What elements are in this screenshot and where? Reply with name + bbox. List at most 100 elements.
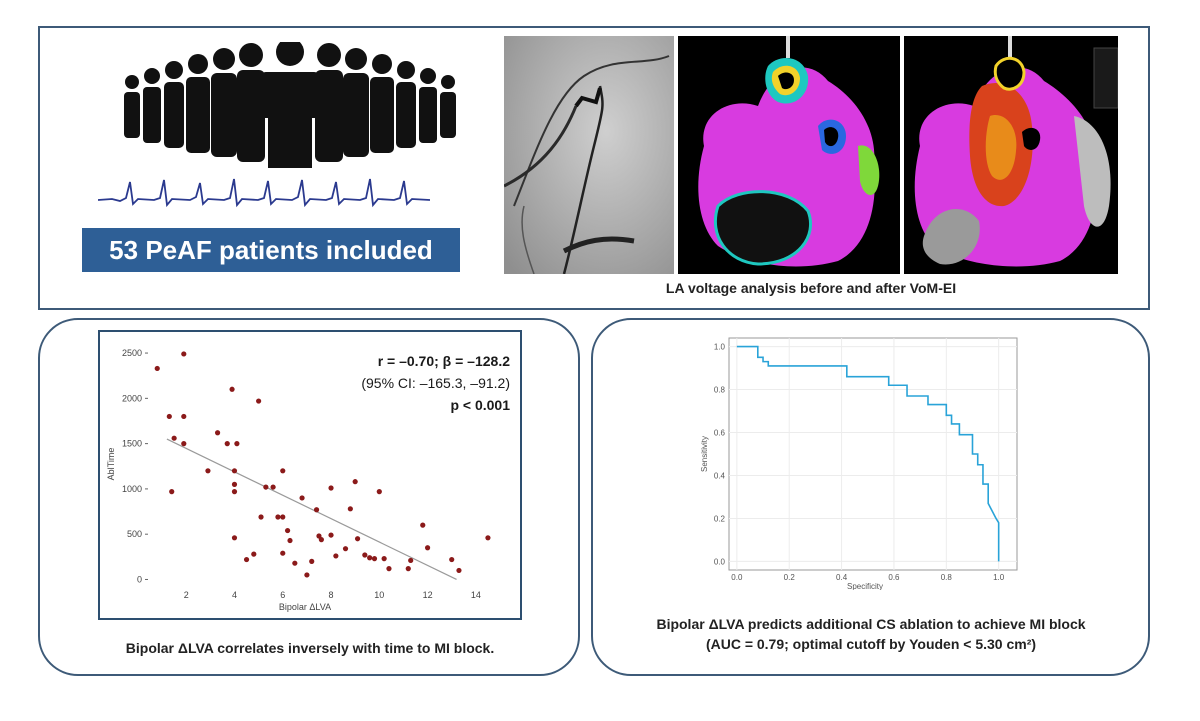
person-icon [143,68,161,143]
person-icon [186,54,210,153]
x-tick-label: 0.2 [784,573,796,582]
person-icon [260,42,320,168]
y-tick-label: 0.8 [714,386,726,395]
scatter-chart-frame: 0 500 1000 1500 2000 2500 2 4 6 8 10 12 14 Bipolar ΔL… [98,330,522,620]
patient-crowd-icon [124,42,456,168]
scatter-point [371,556,378,562]
scatter-point [456,567,462,574]
voltage-analysis-caption: LA voltage analysis before and after VoM… [665,280,957,296]
y-axis-label: Sensitivity [701,436,709,472]
scatter-points [154,351,491,578]
person-icon [343,48,369,157]
person-icon [211,48,237,157]
scatter-point [243,556,250,563]
scatter-point [205,468,211,474]
x-tick-label: 0.6 [888,573,900,582]
person-icon [237,43,265,162]
y-tick-label: 2500 [122,348,142,358]
scatter-axes: 0 500 1000 1500 2000 2500 2 4 6 8 10 12 14 Bipolar ΔL… [106,348,481,612]
scatter-point [318,537,324,543]
scatter-point [231,535,238,541]
scatter-point [287,537,293,544]
scatter-point [352,479,358,485]
person-icon [440,75,456,138]
scatter-point [386,566,392,572]
y-tick-label: 1500 [122,439,142,449]
roc-plot-border [728,337,1018,571]
scatter-point [328,485,334,491]
person-icon [124,75,140,138]
scatter-point [362,552,368,558]
scatter-point [376,489,382,495]
scatter-point [258,514,264,520]
person-icon [396,61,416,148]
scatter-point [234,441,240,447]
scatter-point [309,558,315,564]
scatter-point [408,557,414,564]
scatter-point [275,514,281,520]
x-tick-label: 0.8 [941,573,953,582]
x-tick-label: 0.4 [836,573,848,582]
stat-ci: (95% CI: –165.3, –91.2) [361,375,510,391]
y-tick-label: 1000 [122,484,142,494]
scatter-point [214,430,221,436]
scatter-point [251,551,257,557]
scatter-point [256,398,262,404]
roc-axes: 0.0 0.2 0.4 0.6 0.8 1.0 0.0 0.2 0.4 0.6 0.8 1.0 Spec… [701,337,1018,590]
scatter-point [154,365,160,372]
scatter-point [181,441,187,447]
top-panel: 53 PeAF patients included [38,26,1150,310]
x-tick-label: 14 [471,590,481,600]
person-icon [315,43,343,162]
scatter-point [313,507,320,513]
x-axis-label: Bipolar ΔLVA [279,602,331,612]
scatter-point [299,495,305,501]
patients-included-banner: 53 PeAF patients included [82,228,460,272]
scatter-point [424,545,431,551]
x-tick-label: 8 [329,590,334,600]
ecg-trace-icon [98,178,430,208]
y-tick-label: 2000 [122,393,142,403]
stat-p-value: p < 0.001 [450,397,510,413]
scatter-point [280,514,286,520]
scatter-point [405,566,411,572]
x-tick-label: 10 [374,590,384,600]
roc-caption: Bipolar ΔLVA predicts additional CS abla… [593,614,1149,654]
scatter-fit-line [166,438,457,581]
y-tick-label: 0.6 [714,429,726,438]
scatter-point [420,522,426,528]
roc-caption-line1: Bipolar ΔLVA predicts additional CS abla… [656,616,1086,632]
y-tick-label: 500 [127,529,142,539]
correlation-panel: 0 500 1000 1500 2000 2500 2 4 6 8 10 12 14 Bipolar ΔL… [38,318,580,676]
scatter-point [328,532,334,538]
scatter-point [231,481,238,487]
scatter-point [231,489,238,495]
x-tick-label: 0.0 [731,573,743,582]
y-axis-label: AblTime [106,448,116,481]
y-tick-label: 0.4 [714,471,726,480]
x-tick-label: 1.0 [993,573,1005,582]
correlation-caption: Bipolar ΔLVA correlates inversely with t… [125,640,495,656]
person-icon [164,61,184,148]
person-icon [370,54,394,153]
roc-chart: 0.0 0.2 0.4 0.6 0.8 1.0 0.0 0.2 0.4 0.6 0.8 1.0 Spec… [701,337,1018,590]
x-tick-label: 4 [232,590,237,600]
voltage-map-before-image [678,36,900,274]
scatter-point [333,553,339,559]
scatter-point [169,489,175,495]
person-icon [419,68,437,143]
x-tick-label: 2 [184,590,189,600]
scatter-point [171,435,177,441]
scatter-point [304,572,310,578]
scatter-chart: 0 500 1000 1500 2000 2500 2 4 6 8 10 12 14 Bipolar ΔL… [106,348,510,612]
scatter-point [280,468,286,474]
x-axis-label: Specificity [847,582,883,590]
scatter-point [367,555,373,561]
scatter-point [381,556,387,562]
scatter-point [166,413,172,420]
scatter-point [280,550,286,556]
y-tick-label: 1.0 [714,343,726,352]
roc-curve [736,345,1000,562]
scatter-point [263,484,269,490]
scatter-point [181,351,187,357]
